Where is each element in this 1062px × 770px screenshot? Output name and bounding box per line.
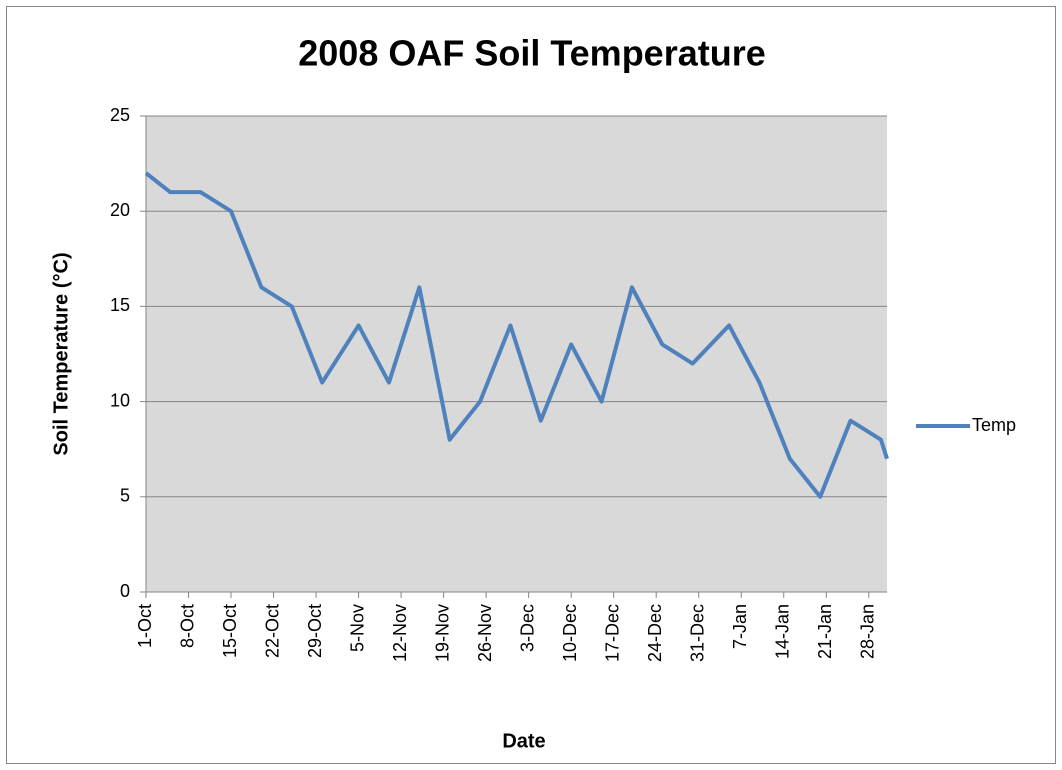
x-tick-label: 15-Oct (220, 604, 240, 658)
x-tick-label: 8-Oct (177, 604, 197, 648)
x-tick-label: 12-Nov (390, 604, 410, 662)
x-tick-label: 31-Dec (687, 604, 707, 662)
x-tick-label: 21-Jan (815, 604, 835, 659)
x-tick-label: 17-Dec (602, 604, 622, 662)
y-tick-label: 10 (110, 390, 130, 410)
x-tick-label: 29-Oct (305, 604, 325, 658)
x-tick-label: 7-Jan (730, 604, 750, 649)
plot-area (146, 116, 887, 592)
y-tick-label: 25 (110, 105, 130, 125)
x-axis-label: Date (502, 730, 545, 752)
y-axis-label: Soil Temperature (°C) (50, 252, 72, 455)
legend-label: Temp (972, 415, 1016, 435)
x-tick-label: 3-Dec (517, 604, 537, 652)
x-tick-label: 26-Nov (475, 604, 495, 662)
x-tick-label: 24-Dec (645, 604, 665, 662)
x-tick-label: 19-Nov (432, 604, 452, 662)
y-tick-label: 15 (110, 295, 130, 315)
y-tick-label: 0 (120, 581, 130, 601)
y-tick-label: 20 (110, 200, 130, 220)
x-tick-label: 10-Dec (560, 604, 580, 662)
chart-title: 2008 OAF Soil Temperature (298, 33, 766, 74)
x-tick-label: 1-Oct (135, 604, 155, 648)
x-tick-label: 5-Nov (347, 604, 367, 652)
x-tick-label: 28-Jan (858, 604, 878, 659)
y-tick-label: 5 (120, 486, 130, 506)
x-tick-label: 22-Oct (262, 604, 282, 658)
data-line (144, 171, 889, 499)
x-tick-label: 14-Jan (772, 604, 792, 659)
